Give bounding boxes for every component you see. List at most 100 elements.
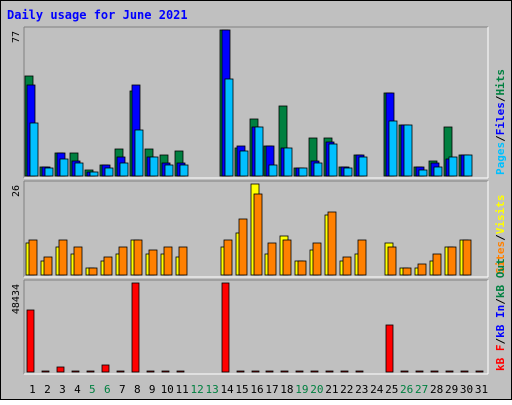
- bar: [430, 370, 439, 373]
- x-tick-label: 7: [119, 383, 126, 396]
- series-pages: [29, 78, 473, 177]
- x-tick-label: 10: [161, 383, 174, 396]
- bar: [26, 309, 35, 373]
- legend-entry: /: [494, 135, 507, 142]
- bar: [310, 370, 319, 373]
- bar: [71, 370, 80, 373]
- x-tick-label: 24: [370, 383, 384, 396]
- legend-entry: Hits: [494, 69, 507, 96]
- bar: [149, 156, 159, 177]
- legend-entry: kB In: [494, 305, 507, 338]
- bar: [238, 218, 248, 276]
- x-axis-labels: 1 2 3 4 5 6 7 8 9 10 11 12 13 14 15 16 17 18 19 20 21 22 23 24 2…: [29, 383, 488, 396]
- bar: [103, 256, 113, 276]
- legend-entry: Files: [494, 102, 507, 135]
- bar: [312, 242, 322, 276]
- bar: [148, 249, 158, 276]
- x-tick-label: 20: [310, 383, 323, 396]
- bar: [403, 124, 413, 177]
- bar: [295, 370, 304, 373]
- bar: [448, 156, 458, 177]
- chart-panels: 77Pages/Files/Hits26Sites/Visits48434kB …: [11, 26, 507, 375]
- x-tick-label: 12: [191, 383, 204, 396]
- bar: [342, 256, 352, 276]
- legend-entry: /: [494, 298, 507, 305]
- bar: [239, 150, 249, 177]
- bar: [267, 242, 277, 276]
- bar: [43, 256, 53, 276]
- panel-legend: Sites/Visits: [494, 195, 507, 275]
- series-sites: [28, 193, 472, 276]
- bar: [73, 246, 83, 276]
- bar: [236, 370, 245, 373]
- bar: [417, 263, 427, 276]
- x-tick-label: 13: [205, 383, 218, 396]
- x-tick-label: 17: [265, 383, 278, 396]
- legend-entry: Sites: [494, 241, 507, 274]
- x-tick-label: 25: [385, 383, 398, 396]
- bar: [223, 239, 233, 276]
- x-tick-label: 14: [220, 383, 234, 396]
- bar: [463, 154, 473, 177]
- bar: [385, 324, 394, 373]
- panel-visits-sites: 26 Sites/Visits: [11, 180, 507, 278]
- x-tick-label: 5: [89, 383, 96, 396]
- bar: [280, 370, 289, 373]
- x-tick-label: 26: [400, 383, 413, 396]
- legend-entry: Visits: [494, 195, 507, 235]
- bar: [418, 169, 428, 177]
- x-tick-label: 16: [250, 383, 263, 396]
- bar: [44, 167, 54, 177]
- x-tick-label: 11: [176, 383, 189, 396]
- bar: [475, 370, 484, 373]
- bar: [104, 167, 114, 177]
- bar: [29, 122, 39, 177]
- bar: [313, 162, 323, 177]
- bar: [133, 239, 143, 276]
- bar: [74, 162, 84, 177]
- x-tick-label: 6: [104, 383, 111, 396]
- bar: [86, 370, 95, 373]
- bar: [146, 370, 155, 373]
- bar: [251, 370, 260, 373]
- bar: [268, 164, 278, 177]
- x-tick-label: 19: [295, 383, 308, 396]
- bar: [161, 370, 170, 373]
- bar: [178, 246, 188, 276]
- bar: [433, 166, 443, 177]
- bar: [88, 267, 98, 276]
- bar: [328, 143, 338, 177]
- bar: [163, 246, 173, 276]
- bar: [355, 370, 364, 373]
- bar: [254, 126, 264, 177]
- bar: [134, 129, 144, 177]
- bar: [298, 167, 308, 177]
- bar: [89, 171, 99, 177]
- legend-entry: /: [494, 95, 507, 102]
- panel-legend: kB F/kB In/kB Out: [494, 258, 507, 371]
- panel-max-label: 26: [11, 185, 22, 197]
- x-tick-label: 3: [59, 383, 66, 396]
- x-tick-label: 23: [355, 383, 368, 396]
- panel-area: [24, 280, 488, 374]
- bar: [327, 211, 337, 276]
- bar: [176, 370, 185, 373]
- bar: [340, 370, 349, 373]
- x-tick-label: 28: [430, 383, 443, 396]
- bar: [116, 370, 125, 373]
- x-tick-label: 8: [134, 383, 141, 396]
- legend-entry: kB Out: [494, 258, 507, 298]
- bar: [282, 239, 292, 276]
- bar: [297, 260, 307, 276]
- bar: [388, 120, 398, 177]
- x-tick-label: 9: [149, 383, 156, 396]
- bar: [56, 366, 65, 373]
- x-tick-label: 31: [475, 383, 488, 396]
- bar: [179, 164, 189, 177]
- panel-max-label: 77: [11, 31, 22, 43]
- chart-title: Daily usage for June 2021: [7, 8, 188, 22]
